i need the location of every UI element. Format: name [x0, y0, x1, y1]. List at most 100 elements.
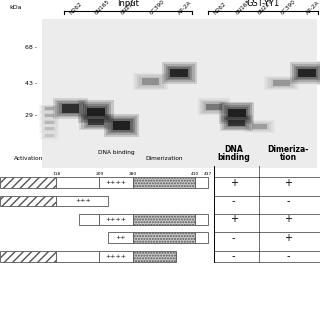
Bar: [78, 100, 114, 124]
Bar: [217, 100, 257, 125]
Bar: [244, 120, 275, 132]
Bar: [44, 113, 56, 117]
Bar: [76, 99, 116, 125]
Bar: [45, 114, 54, 117]
Bar: [45, 121, 54, 124]
Bar: [40, 105, 59, 113]
Bar: [252, 124, 267, 129]
Bar: [41, 105, 58, 112]
Bar: [108, 117, 135, 133]
Text: -: -: [232, 251, 235, 261]
Bar: [83, 104, 109, 120]
Bar: [56, 196, 108, 206]
Bar: [228, 108, 246, 117]
Bar: [218, 113, 255, 132]
Text: tion: tion: [279, 153, 297, 162]
Bar: [252, 124, 267, 129]
Bar: [43, 113, 57, 118]
Text: DNA: DNA: [224, 145, 243, 154]
Bar: [266, 77, 297, 89]
Bar: [40, 111, 59, 119]
Bar: [104, 114, 139, 137]
Bar: [224, 117, 249, 129]
Bar: [100, 251, 133, 262]
Bar: [227, 118, 247, 127]
Bar: [292, 64, 320, 82]
Text: binding: binding: [217, 153, 250, 162]
Bar: [55, 100, 86, 117]
Bar: [113, 121, 131, 130]
Bar: [204, 102, 224, 111]
Bar: [43, 133, 57, 139]
Bar: [84, 116, 108, 128]
Bar: [268, 78, 295, 88]
Bar: [203, 101, 227, 113]
Bar: [43, 106, 57, 111]
Bar: [53, 98, 88, 119]
Bar: [41, 119, 58, 125]
Bar: [44, 133, 56, 138]
Bar: [226, 107, 248, 119]
Bar: [39, 117, 60, 127]
Bar: [78, 214, 100, 225]
Bar: [40, 125, 59, 133]
Text: AP-2A: AP-2A: [305, 0, 320, 15]
Bar: [298, 69, 316, 77]
Text: 29 -: 29 -: [25, 113, 37, 118]
Bar: [133, 177, 195, 188]
Bar: [262, 75, 301, 91]
Bar: [40, 118, 59, 126]
Bar: [171, 69, 188, 77]
Bar: [87, 108, 105, 116]
Bar: [61, 104, 79, 113]
Text: Dimeriza-: Dimeriza-: [267, 145, 309, 154]
Bar: [131, 71, 170, 92]
Text: +: +: [284, 178, 292, 188]
Bar: [162, 62, 197, 84]
Bar: [81, 115, 111, 129]
Text: 43 -: 43 -: [25, 81, 37, 86]
Bar: [43, 126, 57, 132]
Text: 209: 209: [95, 172, 104, 176]
Bar: [81, 102, 111, 122]
Bar: [133, 251, 176, 262]
Bar: [51, 96, 90, 121]
Bar: [250, 123, 269, 130]
Bar: [195, 177, 208, 188]
Bar: [57, 101, 84, 116]
Bar: [242, 119, 276, 133]
Bar: [298, 69, 316, 77]
Bar: [248, 122, 271, 131]
Bar: [206, 104, 222, 110]
Bar: [45, 127, 54, 131]
Text: N262: N262: [212, 1, 227, 15]
Bar: [0, 251, 56, 262]
Bar: [171, 69, 188, 77]
Bar: [206, 104, 222, 110]
Text: δC390: δC390: [280, 0, 297, 15]
Text: 118: 118: [52, 172, 60, 176]
Bar: [88, 119, 104, 125]
Text: GST-YY1: GST-YY1: [247, 0, 280, 8]
Bar: [133, 232, 195, 243]
Bar: [60, 103, 81, 114]
Bar: [222, 116, 252, 130]
Bar: [198, 99, 230, 115]
Bar: [45, 114, 54, 117]
Text: ++++: ++++: [106, 180, 127, 185]
Bar: [135, 74, 166, 89]
Text: 68 -: 68 -: [25, 45, 37, 50]
Text: Dimerization: Dimerization: [146, 156, 183, 161]
Bar: [44, 107, 56, 111]
Text: +++: +++: [76, 198, 91, 204]
Text: +: +: [230, 214, 237, 224]
Bar: [196, 97, 232, 116]
Bar: [45, 107, 54, 110]
Bar: [45, 127, 54, 131]
Bar: [45, 134, 54, 137]
Text: -: -: [232, 196, 235, 206]
Bar: [224, 105, 250, 120]
Bar: [200, 100, 228, 114]
Bar: [133, 214, 195, 225]
Bar: [108, 232, 133, 243]
